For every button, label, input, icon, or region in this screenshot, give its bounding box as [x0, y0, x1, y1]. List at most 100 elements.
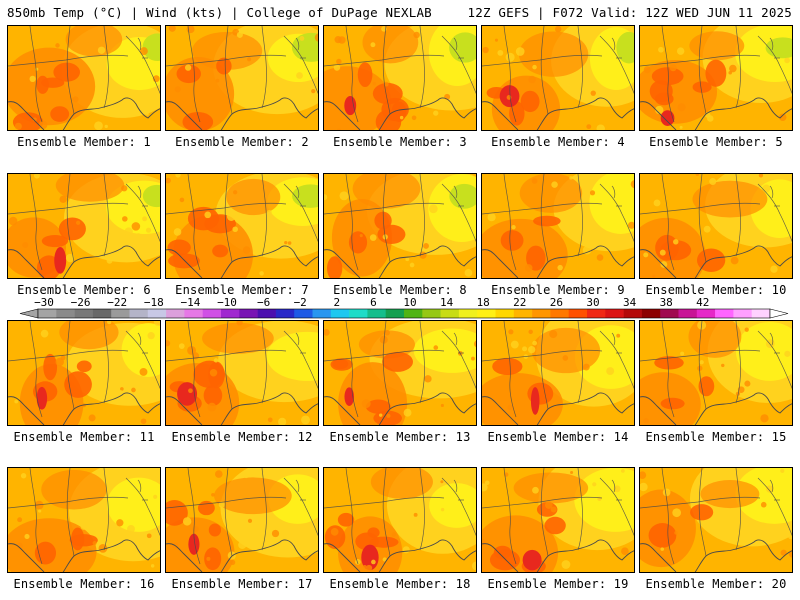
temperature-field: [482, 26, 634, 130]
ensemble-member-label: Ensemble Member: 13: [329, 430, 471, 444]
temperature-field: [8, 321, 160, 425]
colorbar-swatch: [166, 309, 185, 318]
ensemble-member-map: [323, 173, 477, 279]
colorbar-swatch: [568, 309, 588, 318]
ensemble-member-label: Ensemble Member: 3: [333, 135, 467, 149]
colorbar-tick-label: −2: [294, 296, 307, 309]
ensemble-member-label: Ensemble Member: 8: [333, 283, 467, 297]
colorbar-swatch: [404, 309, 423, 318]
colorbar-swatch: [275, 309, 295, 318]
temperature-field: [166, 468, 318, 572]
colorbar-tick-label: −10: [217, 296, 237, 309]
colorbar-tick-label: 34: [623, 296, 637, 309]
ensemble-member-label: Ensemble Member: 6: [17, 283, 151, 297]
colorbar-swatch: [74, 309, 94, 318]
ensemble-member-label: Ensemble Member: 1: [17, 135, 151, 149]
ensemble-member-label: Ensemble Member: 11: [13, 430, 155, 444]
colorbar-tick-label: 30: [586, 296, 599, 309]
colorbar-swatch: [92, 309, 112, 318]
ensemble-member-label: Ensemble Member: 18: [329, 577, 471, 591]
ensemble-member-map: [165, 320, 319, 426]
ensemble-member-label: Ensemble Member: 20: [645, 577, 787, 591]
colorbar-swatch: [513, 309, 533, 318]
ensemble-member-label: Ensemble Member: 5: [649, 135, 783, 149]
colorbar-swatch: [38, 309, 57, 318]
model-run-title: 12Z GEFS | F072 Valid: 12Z WED JUN 11 20…: [467, 5, 792, 20]
colorbar-swatch: [458, 309, 478, 318]
temperature-field: [324, 26, 476, 130]
ensemble-member-map: [323, 25, 477, 131]
temperature-field: [324, 321, 476, 425]
colorbar-swatch: [147, 309, 167, 318]
colorbar-swatch: [221, 309, 240, 318]
ensemble-member-map: [481, 320, 635, 426]
ensemble-member-map: [639, 173, 793, 279]
colorbar-swatch: [349, 309, 368, 318]
temperature-field: [482, 468, 634, 572]
colorbar-swatch: [294, 309, 313, 318]
temperature-field: [8, 26, 160, 130]
colorbar-swatch: [239, 309, 258, 318]
colorbar-tick-label: 42: [696, 296, 709, 309]
colorbar-tick-label: −6: [257, 296, 270, 309]
colorbar-tick-label: 22: [513, 296, 526, 309]
colorbar-tick-label: 18: [477, 296, 490, 309]
temperature-field: [166, 321, 318, 425]
temperature-field: [324, 174, 476, 278]
colorbar-swatch: [367, 309, 386, 318]
colorbar-low-arrow: [19, 308, 39, 319]
colorbar-swatch: [330, 309, 350, 318]
ensemble-member-label: Ensemble Member: 14: [487, 430, 629, 444]
temperature-field: [482, 321, 634, 425]
ensemble-member-map: [323, 320, 477, 426]
colorbar-swatch: [605, 309, 624, 318]
colorbar-swatch: [312, 309, 332, 318]
colorbar-swatch: [696, 309, 716, 318]
colorbar-swatch: [751, 309, 771, 318]
colorbar-swatch: [623, 309, 643, 318]
temperature-colorbar: −30 −26 −22 −18 −14 −10 −6 −2 2 6 10 14 18 22 26 30 34 38…: [10, 296, 790, 322]
ensemble-member-label: Ensemble Member: 9: [491, 283, 625, 297]
ensemble-member-map: [7, 320, 161, 426]
ensemble-member-map: [481, 25, 635, 131]
temperature-field: [640, 468, 792, 572]
temperature-field: [482, 174, 634, 278]
colorbar-swatch: [477, 309, 496, 318]
temperature-field: [166, 174, 318, 278]
colorbar-tick-label: 38: [660, 296, 673, 309]
ensemble-member-label: Ensemble Member: 12: [171, 430, 313, 444]
colorbar-swatch: [587, 309, 606, 318]
colorbar-tick-label: −26: [71, 296, 91, 309]
colorbar-graphic: −30 −26 −22 −18 −14 −10 −6 −2 2 6 10 14 18 22 26 30 34 38…: [19, 296, 789, 319]
colorbar-high-arrow: [769, 308, 789, 319]
colorbar-swatch: [733, 309, 752, 318]
colorbar-tick-label: −18: [144, 296, 164, 309]
ensemble-member-map: [165, 25, 319, 131]
ensemble-member-map: [7, 467, 161, 573]
temperature-field: [640, 321, 792, 425]
colorbar-tick-label: 26: [550, 296, 563, 309]
ensemble-member-map: [481, 467, 635, 573]
colorbar-swatch: [532, 309, 551, 318]
ensemble-member-map: [7, 173, 161, 279]
ensemble-member-map: [165, 173, 319, 279]
ensemble-member-map: [481, 173, 635, 279]
ensemble-member-map: [165, 467, 319, 573]
temperature-field: [166, 26, 318, 130]
temperature-field: [324, 468, 476, 572]
colorbar-swatch: [641, 309, 661, 318]
ensemble-member-map: [7, 25, 161, 131]
colorbar-tick-label: 6: [370, 296, 377, 309]
ensemble-member-label: Ensemble Member: 19: [487, 577, 629, 591]
colorbar-tick-label: −14: [180, 296, 200, 309]
colorbar-swatch: [715, 309, 734, 318]
colorbar-swatch: [678, 309, 698, 318]
ensemble-member-label: Ensemble Member: 15: [645, 430, 787, 444]
colorbar-swatch: [56, 309, 75, 318]
colorbar-swatch: [385, 309, 405, 318]
ensemble-member-map: [639, 25, 793, 131]
ensemble-member-map: [323, 467, 477, 573]
colorbar-swatch: [495, 309, 515, 318]
ensemble-member-map: [639, 467, 793, 573]
colorbar-swatch: [660, 309, 679, 318]
